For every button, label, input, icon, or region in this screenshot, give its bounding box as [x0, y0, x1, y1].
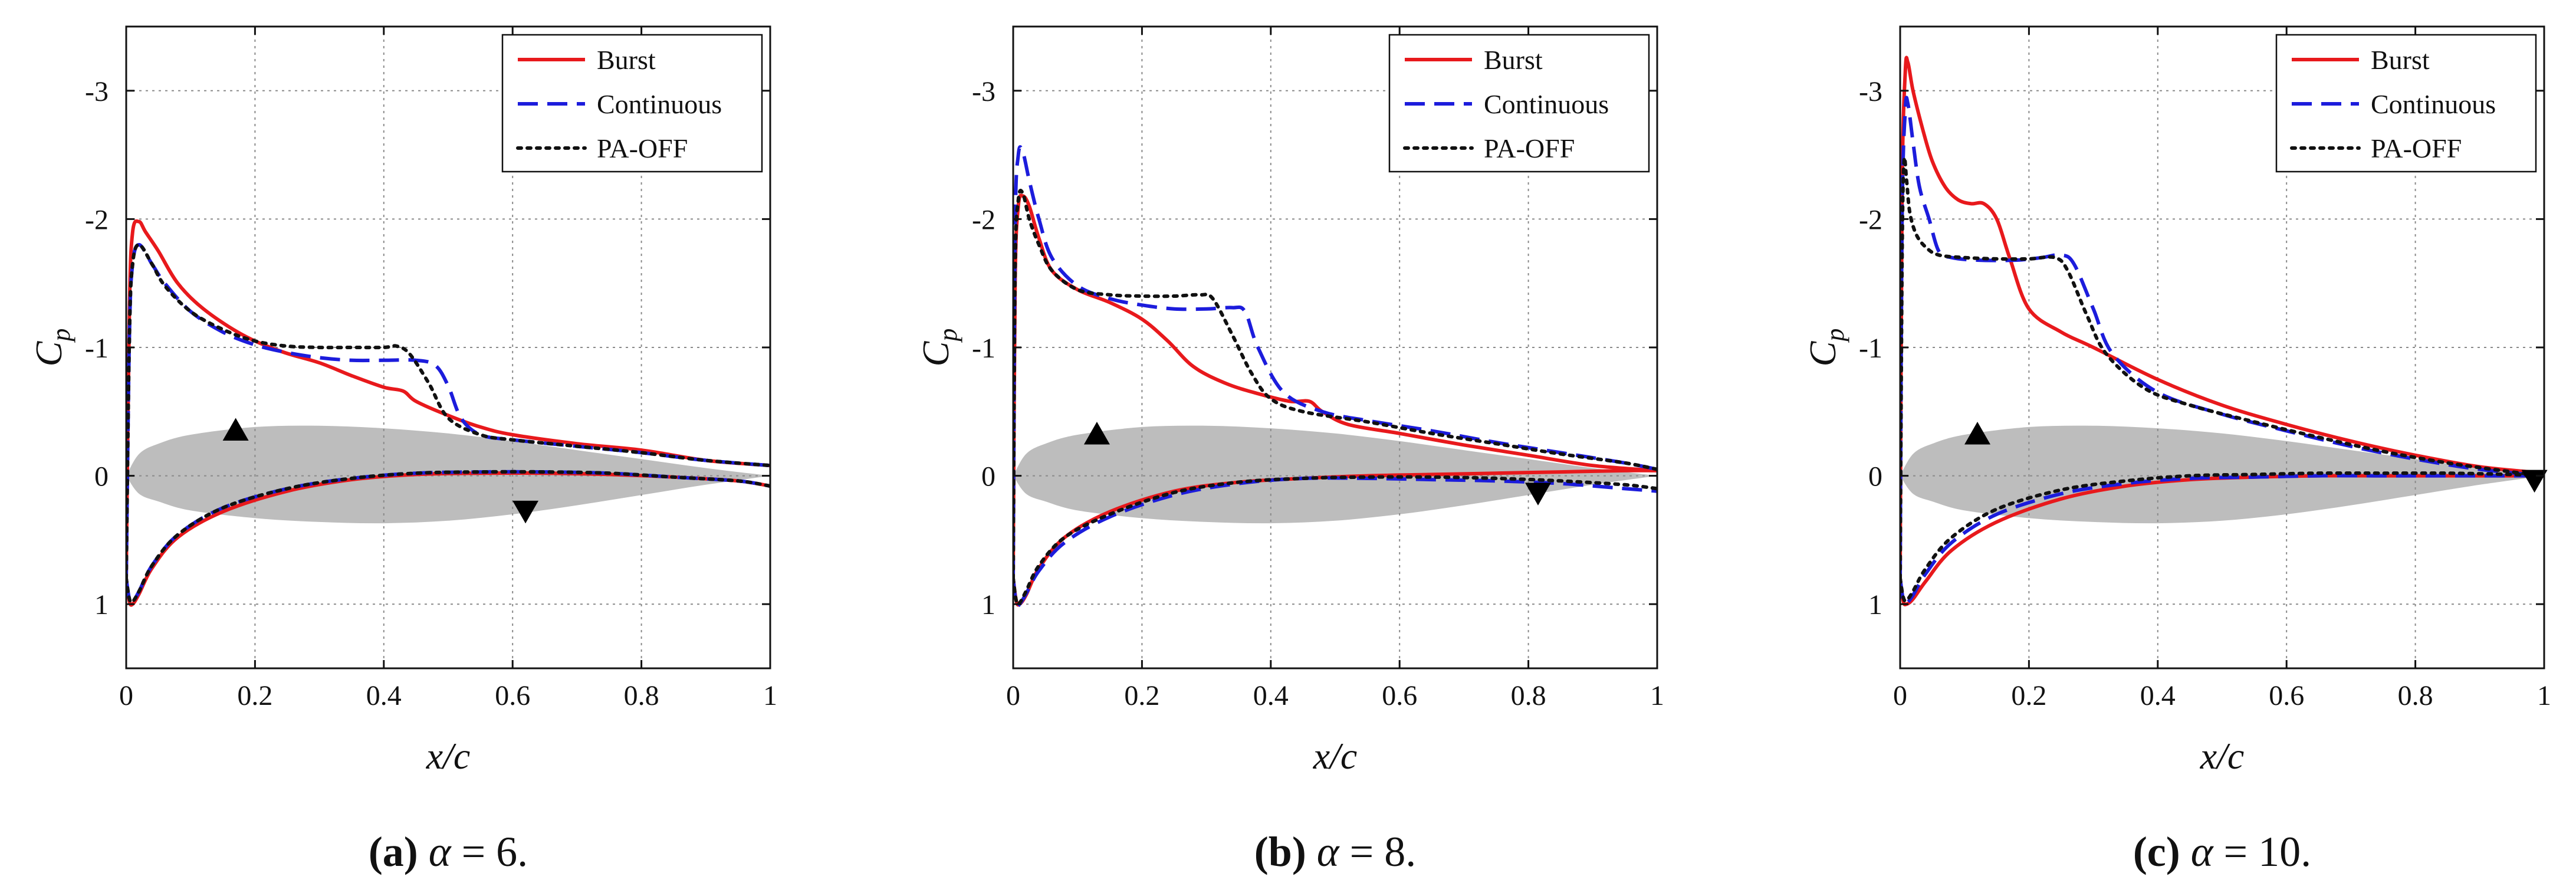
x-tick-label: 0.8	[1511, 680, 1546, 711]
y-tick-label: 0	[94, 461, 109, 493]
caption-alpha: α	[2191, 828, 2214, 875]
series-line-lower	[126, 470, 770, 605]
panel-caption: (b) α = 8.	[1254, 828, 1416, 875]
caption-label: (a)	[369, 828, 429, 875]
x-tick-label: 0.4	[366, 680, 402, 711]
marker-transition-upper	[222, 418, 249, 441]
x-tick-label: 0.2	[1124, 680, 1159, 711]
x-tick-label: 0.2	[237, 680, 272, 711]
caption-alpha: α	[429, 828, 452, 875]
x-tick-label: 0.6	[495, 680, 530, 711]
y-tick-label: 1	[981, 589, 995, 621]
y-tick-label: -1	[972, 333, 995, 364]
legend-label: Continuous	[1484, 89, 1609, 119]
x-tick-label: 1	[2537, 680, 2551, 711]
legend-label: PA-OFF	[597, 133, 688, 163]
y-axis-title-subscript: p	[47, 329, 75, 343]
marker-transition-upper	[1083, 421, 1110, 445]
y-tick-label: 0	[981, 461, 995, 493]
series-pa-off	[1900, 156, 2544, 603]
y-tick-label: -1	[85, 333, 109, 364]
series-pa-off	[126, 242, 770, 605]
y-tick-label: -2	[85, 204, 109, 235]
x-tick-label: 0.8	[2398, 680, 2433, 711]
y-tick-label: -3	[972, 76, 995, 107]
x-tick-label: 0	[1006, 680, 1020, 711]
x-axis-title: x/c	[426, 735, 471, 777]
legend-label: Continuous	[597, 89, 722, 119]
chart-panel-a: 0 0.2 0.4 0.6 0.8 1 -3 -2 -1 0 1 x/c Cp Burst Continuo…	[28, 25, 777, 875]
chart-panel-b: 0 0.2 0.4 0.6 0.8 1 -3 -2 -1 0 1 x/c Cp Burst Continuo…	[915, 25, 1664, 875]
legend-label: Burst	[1484, 45, 1543, 75]
legend: Burst Continuous PA-OFF	[1388, 34, 1650, 173]
y-tick-label: 1	[1868, 589, 1882, 621]
marker-transition-lower	[1524, 483, 1551, 506]
y-tick-label: 1	[94, 589, 109, 621]
series-line-lower	[1013, 475, 1657, 606]
y-tick-label: -1	[1859, 333, 1882, 364]
x-tick-label: 0.4	[2140, 680, 2176, 711]
x-tick-label: 1	[763, 680, 777, 711]
x-axis-title: x/c	[2200, 735, 2245, 777]
legend-label: PA-OFF	[2371, 133, 2462, 163]
y-axis-title-subscript: p	[934, 329, 962, 343]
y-axis-title-main: C	[28, 340, 70, 366]
series-line-upper	[126, 242, 770, 580]
x-tick-label: 0	[1893, 680, 1907, 711]
x-tick-label: 0	[119, 680, 133, 711]
legend-label: PA-OFF	[1484, 133, 1575, 163]
series-line-upper	[1013, 145, 1657, 579]
caption-label: (c)	[2133, 828, 2191, 875]
caption-label: (b)	[1254, 828, 1317, 875]
chart-panel-c: 0 0.2 0.4 0.6 0.8 1 -3 -2 -1 0 1 x/c Cp Burst Continuo…	[1802, 25, 2551, 875]
caption-value: = 6.	[451, 828, 528, 875]
y-tick-label: -3	[1859, 76, 1882, 107]
airfoil-shape	[1013, 425, 1657, 524]
series-line-upper	[1013, 189, 1657, 580]
marker-transition-upper	[1964, 421, 1991, 445]
y-tick-label: -2	[972, 204, 995, 235]
legend: Burst Continuous PA-OFF	[501, 34, 763, 173]
y-tick-label: -2	[1859, 204, 1882, 235]
y-tick-label: 0	[1868, 461, 1882, 493]
marker-transition-lower	[512, 500, 539, 524]
y-tick-label: -3	[85, 76, 109, 107]
series-line-upper	[126, 219, 770, 579]
panel-caption: (a) α = 6.	[369, 828, 528, 875]
y-axis-title-subscript: p	[1821, 329, 1849, 343]
series-line-upper	[1900, 55, 2544, 579]
series-line-lower	[1900, 471, 2544, 603]
x-tick-label: 0.6	[1382, 680, 1417, 711]
legend-label: Continuous	[2371, 89, 2496, 119]
panel-caption: (c) α = 10.	[2133, 828, 2311, 875]
y-axis-title-main: C	[1802, 340, 1844, 366]
x-tick-label: 0.6	[2269, 680, 2304, 711]
y-axis-title-main: C	[915, 340, 957, 366]
y-axis-title: Cp	[915, 329, 962, 367]
x-axis-title: x/c	[1313, 735, 1358, 777]
caption-value: = 10.	[2213, 828, 2312, 875]
y-axis-title: Cp	[1802, 329, 1849, 367]
y-axis-title: Cp	[28, 329, 75, 367]
x-tick-label: 1	[1650, 680, 1664, 711]
legend-label: Burst	[2371, 45, 2430, 75]
series-pa-off	[1013, 189, 1657, 606]
x-tick-label: 0.4	[1253, 680, 1289, 711]
caption-alpha: α	[1317, 828, 1340, 875]
legend-label: Burst	[597, 45, 656, 75]
caption-value: = 8.	[1339, 828, 1417, 875]
x-tick-label: 0.2	[2011, 680, 2046, 711]
legend: Burst Continuous PA-OFF	[2275, 34, 2537, 173]
series-line-upper	[1900, 156, 2544, 580]
series-line-lower	[1900, 474, 2544, 606]
x-tick-label: 0.8	[624, 680, 659, 711]
